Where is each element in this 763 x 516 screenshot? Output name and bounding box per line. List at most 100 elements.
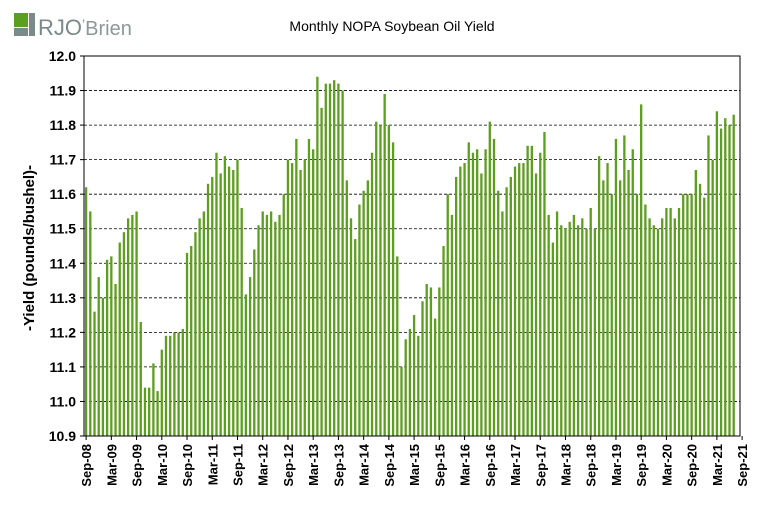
bar xyxy=(291,163,294,436)
y-tick-label: 11.1 xyxy=(50,359,77,375)
bar xyxy=(534,173,538,436)
bar xyxy=(333,80,336,437)
bar xyxy=(505,187,508,436)
x-tick-label: Mar-18 xyxy=(559,444,574,486)
bar xyxy=(425,284,428,436)
bar xyxy=(316,76,319,436)
bar xyxy=(354,239,357,436)
bar xyxy=(589,208,592,436)
bar xyxy=(555,211,559,436)
bar xyxy=(101,297,105,436)
y-tick-label: 10.9 xyxy=(49,428,76,444)
x-tick-label: Mar-17 xyxy=(508,444,523,486)
bar xyxy=(169,335,172,436)
bar xyxy=(442,246,445,436)
logo-mark-icon xyxy=(14,13,35,36)
bar xyxy=(131,214,134,436)
bar xyxy=(606,163,609,436)
bar xyxy=(362,190,365,436)
bar xyxy=(509,176,512,436)
bar xyxy=(724,118,727,437)
y-tick-label: 11.4 xyxy=(50,255,77,271)
bar xyxy=(421,301,424,436)
bar xyxy=(564,228,567,436)
bar xyxy=(324,83,327,436)
bar xyxy=(581,218,584,436)
bar xyxy=(202,211,205,436)
bar xyxy=(455,176,458,436)
bar xyxy=(156,391,159,436)
bar xyxy=(93,311,96,436)
bar xyxy=(383,94,386,436)
bar xyxy=(349,218,353,436)
bar xyxy=(661,218,664,436)
bar xyxy=(320,107,323,436)
bar xyxy=(185,252,189,436)
bar xyxy=(488,121,491,436)
bar xyxy=(181,328,184,436)
bar xyxy=(236,159,239,436)
bar xyxy=(631,149,634,436)
bar xyxy=(84,187,88,436)
x-tick-label: Mar-12 xyxy=(256,444,271,486)
bar xyxy=(299,170,302,436)
bar xyxy=(665,208,668,436)
x-tick-label: Sep-09 xyxy=(130,444,145,487)
bar xyxy=(164,335,168,436)
plot-area: 10.9 11.0 11.1 11.2 11.3 11.4 11.5 11.6 11.7 11.8… xyxy=(49,48,750,487)
bar xyxy=(232,170,235,436)
x-tick-label: Mar-20 xyxy=(659,444,674,486)
bar xyxy=(438,287,441,436)
x-tick-label: Sep-17 xyxy=(533,444,548,487)
bar xyxy=(429,287,433,436)
bar xyxy=(219,173,222,436)
bar xyxy=(728,125,731,436)
bar xyxy=(198,218,201,436)
bar xyxy=(551,242,555,436)
bar xyxy=(492,138,496,436)
bar xyxy=(215,152,218,437)
bar xyxy=(370,152,374,437)
chart-title: Monthly NOPA Soybean Oil Yield xyxy=(289,18,494,34)
bar xyxy=(97,277,100,436)
bar xyxy=(286,159,290,436)
bar xyxy=(387,125,391,436)
y-tick-label: 11.9 xyxy=(50,83,77,99)
bar xyxy=(404,339,407,436)
bar xyxy=(463,163,466,436)
bar xyxy=(396,256,399,436)
bar xyxy=(627,170,630,436)
bar xyxy=(400,366,403,436)
bar xyxy=(522,163,525,436)
bar xyxy=(173,332,176,436)
x-tick-label: Sep-11 xyxy=(231,444,246,486)
bar xyxy=(261,211,264,436)
bar xyxy=(467,142,470,437)
bar xyxy=(576,225,580,436)
y-axis-label: -Yield (pounds/bushel)- xyxy=(21,165,38,331)
bar xyxy=(366,180,369,436)
x-tick-label: Mar-13 xyxy=(306,444,321,486)
bar xyxy=(648,218,651,436)
x-tick-label: Sep-18 xyxy=(584,444,599,487)
bar xyxy=(127,218,130,436)
bar xyxy=(328,83,332,436)
x-tick-label: Sep-16 xyxy=(483,444,498,487)
bar xyxy=(110,256,113,436)
x-tick-label: Sep-14 xyxy=(382,443,397,486)
bar xyxy=(677,208,681,436)
y-tick-label: 11.0 xyxy=(50,393,77,409)
x-tick-label: Sep-12 xyxy=(281,444,296,487)
bar xyxy=(194,232,197,436)
bar xyxy=(412,315,416,436)
x-tick-label: Sep-21 xyxy=(735,444,750,487)
bar xyxy=(656,228,660,436)
x-tick-label: Mar-11 xyxy=(205,444,220,485)
bar xyxy=(513,166,517,437)
bar xyxy=(341,90,344,437)
bar xyxy=(602,180,605,436)
y-tick-label: 11.2 xyxy=(50,324,77,340)
bar xyxy=(572,214,576,436)
bar xyxy=(114,284,117,436)
x-tick-label: Mar-09 xyxy=(104,444,119,486)
